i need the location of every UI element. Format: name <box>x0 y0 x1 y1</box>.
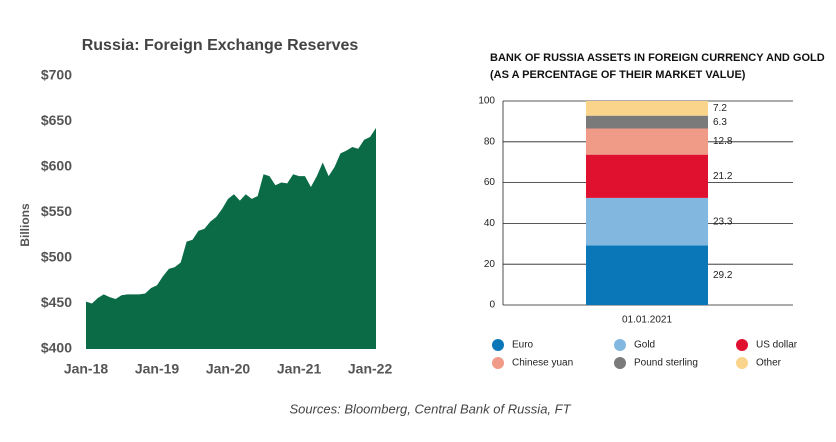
data-label: 29.2 <box>713 270 733 281</box>
legend-label: US dollar <box>756 340 798 351</box>
bar-segment <box>586 115 708 129</box>
y-tick-label: 0 <box>489 300 495 311</box>
chart-subtitle: (AS A PERCENTAGE OF THEIR MARKET VALUE) <box>490 69 746 81</box>
y-tick-label: $600 <box>41 158 72 174</box>
chart-title: BANK OF RUSSIA ASSETS IN FOREIGN CURRENC… <box>490 52 825 64</box>
x-tick-label: Jan-18 <box>64 361 109 377</box>
y-tick-label: $450 <box>41 294 72 310</box>
x-tick-label: Jan-22 <box>348 361 393 377</box>
y-tick-label: 40 <box>484 218 496 229</box>
area <box>86 127 376 350</box>
y-tick-label: 60 <box>484 177 496 188</box>
data-label: 7.2 <box>713 103 727 114</box>
source-note: Sources: Bloomberg, Central Bank of Russ… <box>289 401 571 416</box>
y-tick-label: $700 <box>41 67 72 83</box>
x-tick-label: Jan-21 <box>277 361 322 377</box>
bar-segment <box>586 154 708 198</box>
legend-swatch <box>492 357 504 369</box>
data-label: 21.2 <box>713 171 733 182</box>
y-tick-label: $500 <box>41 249 72 265</box>
y-tick-label: 80 <box>484 136 496 147</box>
bar-segment <box>586 128 708 155</box>
x-tick-label: Jan-20 <box>206 361 251 377</box>
data-label: 12.8 <box>713 136 733 147</box>
y-tick-label: $400 <box>41 340 72 356</box>
legend-swatch <box>736 357 748 369</box>
data-label: 6.3 <box>713 117 727 128</box>
bar-segment <box>586 245 708 305</box>
x-tick-label: Jan-19 <box>135 361 180 377</box>
y-tick-label: $550 <box>41 203 72 219</box>
data-label: 23.3 <box>713 216 733 227</box>
y-tick-label: $650 <box>41 112 72 128</box>
legend-label: Pound sterling <box>634 358 698 369</box>
legend-label: Chinese yuan <box>512 358 573 369</box>
y-tick-label: 100 <box>478 96 495 107</box>
y-tick-label: 20 <box>484 259 496 270</box>
chart-title: Russia: Foreign Exchange Reserves <box>82 37 359 54</box>
bar-segment <box>586 101 708 116</box>
legend-swatch <box>736 339 748 351</box>
bar-segment <box>586 197 708 246</box>
x-tick-label: 01.01.2021 <box>622 315 672 326</box>
legend-swatch <box>614 339 626 351</box>
legend-label: Other <box>756 358 782 369</box>
legend-label: Gold <box>634 340 655 351</box>
y-axis-label: Billions <box>18 203 32 247</box>
legend-swatch <box>492 339 504 351</box>
legend-swatch <box>614 357 626 369</box>
legend-label: Euro <box>512 340 534 351</box>
